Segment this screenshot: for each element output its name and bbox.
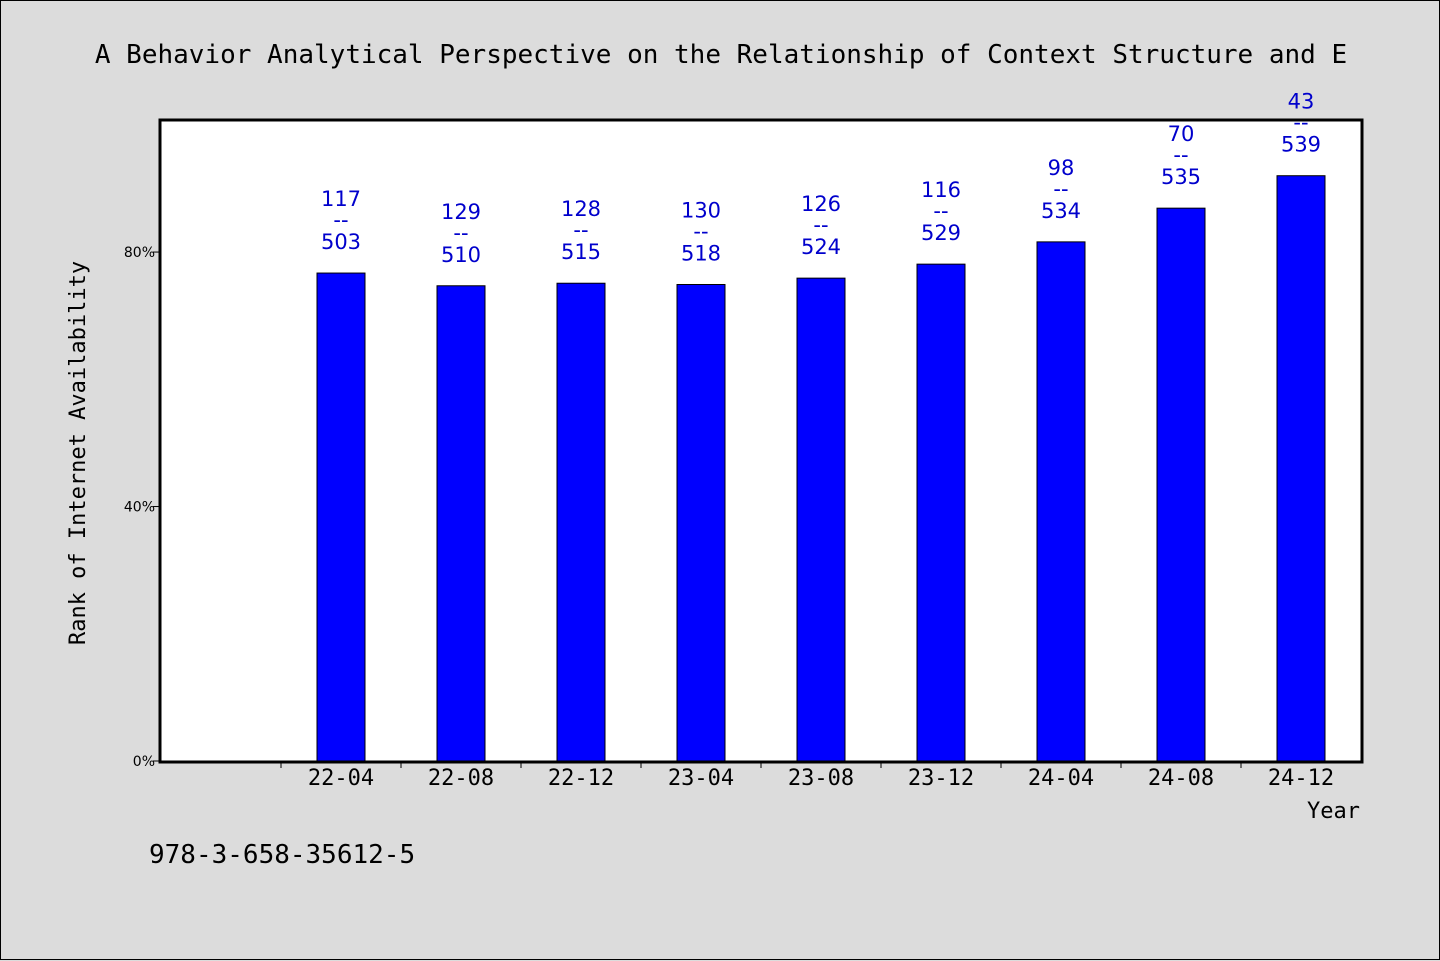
x-axis-label: Year	[1307, 799, 1360, 824]
data-label-total: 524	[801, 235, 841, 259]
x-tick-label: 24-04	[1028, 766, 1094, 791]
data-label-total: 510	[441, 243, 481, 267]
y-tick-label: 80%	[124, 245, 155, 261]
data-label-total: 535	[1161, 165, 1201, 189]
data-label-separator: --	[333, 208, 348, 232]
data-label-separator: --	[813, 213, 828, 237]
x-axis: 22-04 22-08 22-12 23-04 23-08 23-12 24-04 24-08…	[280, 761, 1334, 791]
data-labels-layer: 117--503129--510128--515130--518126--524…	[321, 90, 1321, 267]
footer-isbn: 978-3-658-35612-5	[149, 840, 415, 870]
data-label-total: 503	[321, 230, 361, 254]
data-label-separator: --	[1293, 111, 1308, 135]
x-tick-label: 23-12	[908, 766, 974, 791]
chart-title: A Behavior Analytical Perspective on the…	[95, 40, 1347, 70]
data-label-separator: --	[453, 221, 468, 245]
data-label-separator: --	[693, 219, 708, 243]
data-label-rank: 116	[921, 178, 961, 202]
bar-24-12	[1276, 175, 1326, 762]
x-tick-label: 22-08	[428, 766, 494, 791]
data-label-rank: 128	[561, 197, 601, 221]
bar-23-08	[796, 277, 846, 762]
y-axis: 0% 40% 80%	[124, 245, 161, 770]
data-label-rank: 98	[1048, 156, 1075, 180]
data-label-total: 515	[561, 240, 601, 264]
data-label-separator: --	[1173, 143, 1188, 167]
x-tick-label: 24-08	[1148, 766, 1214, 791]
x-tick-label: 24-12	[1268, 766, 1334, 791]
data-label-rank: 117	[321, 187, 361, 211]
bar-24-04	[1036, 241, 1086, 762]
x-tick-label: 22-12	[548, 766, 614, 791]
data-label-rank: 129	[441, 200, 481, 224]
bar-22-08	[436, 285, 486, 762]
data-label-rank: 130	[681, 198, 721, 222]
bar-24-08	[1156, 207, 1206, 762]
y-axis-label: Rank of Internet Availability	[66, 261, 91, 645]
y-tick-label: 40%	[124, 500, 155, 516]
data-label-separator: --	[933, 199, 948, 223]
x-tick-label: 23-08	[788, 766, 854, 791]
data-label-rank: 126	[801, 192, 841, 216]
x-tick-label: 23-04	[668, 766, 734, 791]
bar-22-12	[556, 282, 606, 762]
data-label-separator: --	[1053, 177, 1068, 201]
bars-layer	[316, 175, 1326, 762]
data-label-rank: 70	[1168, 122, 1195, 146]
x-tick-label: 22-04	[308, 766, 374, 791]
data-label-total: 539	[1281, 133, 1321, 157]
bar-23-12	[916, 263, 966, 762]
data-label-total: 534	[1041, 199, 1081, 223]
bar-22-04	[316, 272, 366, 762]
data-label-separator: --	[573, 218, 588, 242]
bar-23-04	[676, 283, 726, 762]
data-label-total: 518	[681, 241, 721, 265]
y-tick-label: 0%	[133, 754, 155, 770]
data-label-total: 529	[921, 221, 961, 245]
data-label-rank: 43	[1288, 90, 1315, 114]
